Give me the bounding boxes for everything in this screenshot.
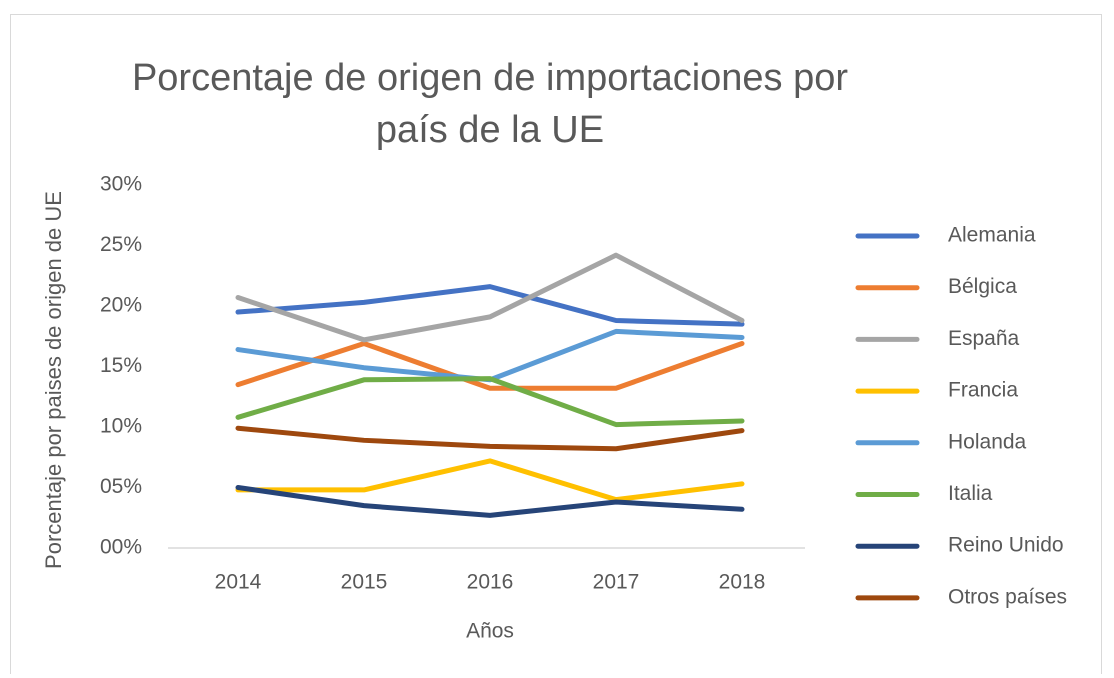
series-line [235, 458, 745, 503]
y-tick-label: 20% [100, 294, 142, 317]
x-tick-label: 2014 [215, 571, 262, 594]
y-tick-label: 30% [100, 173, 142, 196]
series-line [235, 485, 745, 518]
series-line [235, 341, 745, 391]
y-axis-label: Porcentaje por paises de origen de UE [41, 191, 66, 569]
legend-label: Otros países [948, 585, 1067, 608]
series-line [235, 252, 745, 343]
y-tick-label: 25% [100, 233, 142, 256]
legend-label: Holanda [948, 430, 1027, 453]
legend-label: Italia [948, 482, 993, 505]
y-tick-label: 15% [100, 354, 142, 377]
x-tick-label: 2016 [467, 571, 514, 594]
x-tick-label: 2017 [593, 571, 640, 594]
chart-title: Porcentaje de origen de importaciones po… [131, 57, 849, 151]
y-tick-label: 05% [100, 475, 142, 498]
y-tick-label: 00% [100, 536, 142, 559]
series-line [235, 284, 745, 327]
series-line [235, 376, 745, 428]
legend-label: España [948, 327, 1020, 350]
legend-label: Reino Unido [948, 534, 1064, 557]
legend-label: Bélgica [948, 275, 1017, 298]
x-axis-label: Años [466, 620, 514, 643]
x-tick-label: 2015 [341, 571, 388, 594]
y-tick-label: 10% [100, 415, 142, 438]
x-tick-label: 2018 [719, 571, 766, 594]
legend-label: Alemania [948, 224, 1036, 247]
legend-label: Francia [948, 379, 1018, 402]
series-line [235, 425, 745, 452]
chart-frame [10, 14, 1102, 674]
